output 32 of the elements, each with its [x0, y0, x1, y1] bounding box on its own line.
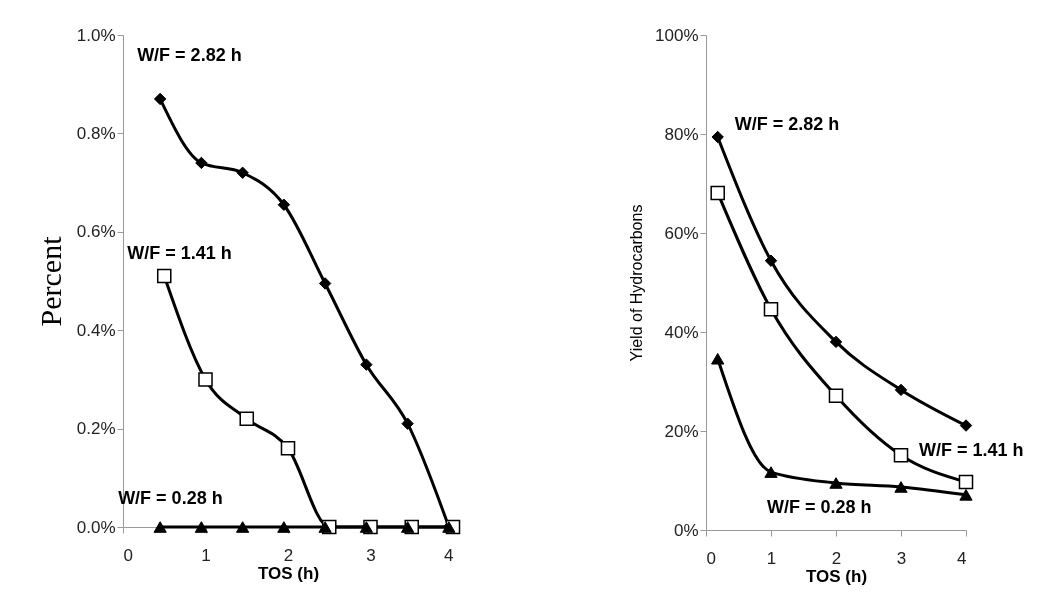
series-label: W/F = 1.41 h	[127, 243, 232, 264]
y-tick-label: 0%	[673, 520, 699, 540]
x-tick-label: 0	[123, 545, 133, 565]
x-tick-label: 4	[444, 545, 454, 565]
series-label: W/F = 0.28 h	[118, 488, 223, 508]
x-axis-title: TOS (h)	[805, 566, 868, 586]
series-label: W/F = 0.28 h	[767, 496, 872, 517]
x-tick-label: 2	[283, 545, 294, 565]
y-tick-label: 20%	[664, 421, 699, 441]
y-axis-title: Yield of Hydrocarbons	[628, 204, 646, 362]
x-axis-title: TOS (h)	[257, 563, 320, 583]
y-tick-label: 40%	[664, 322, 699, 342]
x-tick-label: 1	[201, 545, 211, 565]
series-label: W/F = 1.41 h	[919, 440, 1024, 461]
x-tick-label: 3	[366, 545, 376, 565]
x-tick-label: 3	[896, 548, 907, 568]
x-tick-label: 1	[766, 548, 777, 568]
y-axis-title: Percent	[33, 235, 67, 327]
y-tick-label: 1.0%	[76, 25, 116, 45]
y-tick-label: 0.6%	[76, 222, 116, 242]
y-tick-label: 80%	[664, 124, 699, 144]
x-tick-label: 2	[831, 548, 842, 568]
y-tick-label: 100%	[655, 25, 699, 45]
y-tick-label: 0.0%	[76, 517, 116, 537]
text: W/F = 2.82 h	[137, 44, 242, 65]
y-tick-label: 0.2%	[76, 419, 116, 439]
x-tick-label: 0	[706, 548, 716, 568]
x-tick-label: 4	[957, 548, 967, 568]
y-tick-label: 60%	[664, 223, 699, 243]
y-tick-label: 0.8%	[76, 123, 116, 143]
y-tick-label: 0.4%	[76, 320, 116, 340]
series-label: W/F = 2.82 h	[734, 113, 840, 134]
